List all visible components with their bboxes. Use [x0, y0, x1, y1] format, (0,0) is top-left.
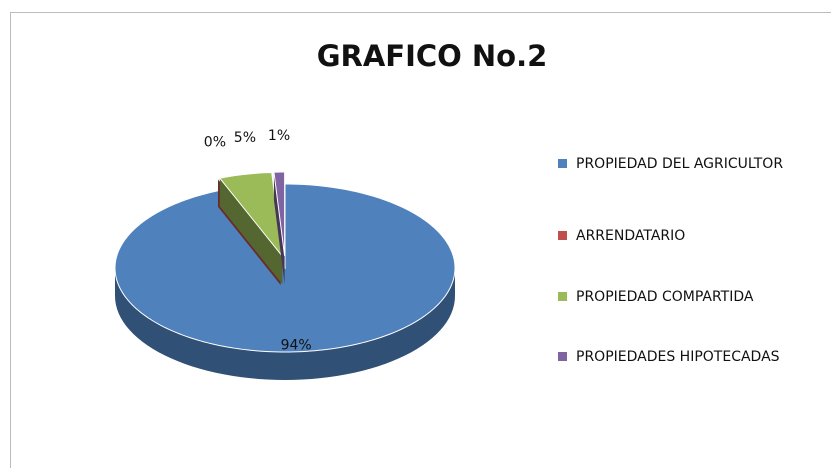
data-label: 1%: [268, 128, 290, 144]
pie-slice: [273, 171, 286, 285]
slice-top: [273, 171, 286, 257]
legend-entry: ARRENDATARIO: [558, 225, 820, 247]
slice-side: [115, 268, 455, 380]
chart-title: GRAFICO No.2: [317, 39, 548, 73]
data-label: 5%: [234, 130, 256, 146]
chart-frame: [10, 12, 831, 468]
legend-entry: PROPIEDAD DEL AGRICULTOR: [558, 153, 820, 175]
slice-edge: [219, 178, 283, 285]
legend-swatch: [558, 292, 567, 301]
legend-label: PROPIEDAD COMPARTIDA: [576, 289, 754, 305]
legend-entry: PROPIEDADES HIPOTECADAS: [558, 346, 820, 368]
slice-edge: [273, 172, 285, 285]
legend-label: ARRENDATARIO: [576, 228, 686, 244]
slice-top: [114, 183, 456, 353]
data-label: 94%: [281, 338, 312, 354]
pie-slice: [218, 171, 284, 285]
pie-slice: [114, 183, 456, 380]
legend-swatch: [558, 231, 567, 240]
data-label: 0%: [204, 135, 226, 151]
legend-swatch: [558, 352, 567, 361]
legend-entry: PROPIEDAD COMPARTIDA: [558, 286, 820, 308]
slice-top: [218, 171, 284, 258]
legend-label: PROPIEDAD DEL AGRICULTOR: [576, 156, 784, 172]
legend-swatch: [558, 159, 567, 168]
legend-label: PROPIEDADES HIPOTECADAS: [576, 349, 780, 365]
